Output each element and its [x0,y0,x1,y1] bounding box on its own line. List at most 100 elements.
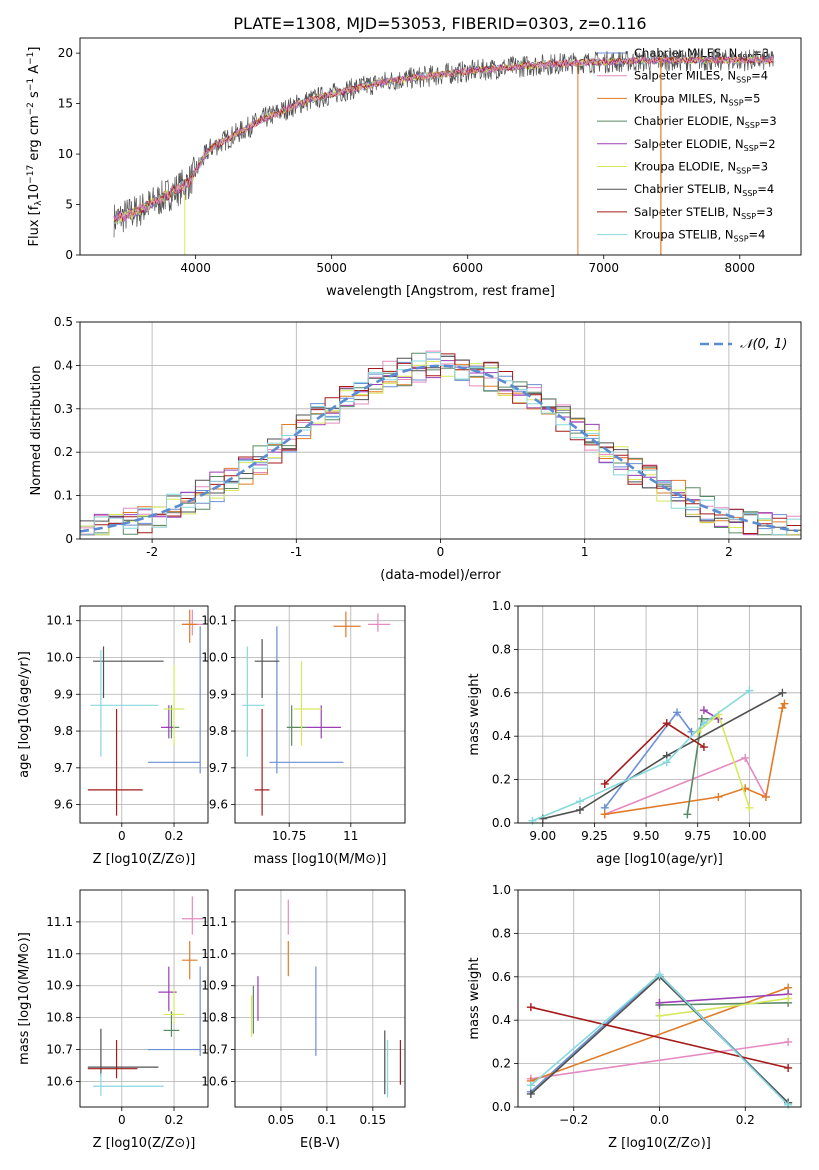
data-point [254,708,270,816]
weight-marker [784,1063,793,1072]
weight-marker [526,1089,535,1098]
weight-marker [699,719,708,728]
y-tick-label: 0.2 [492,1057,511,1071]
y-tick-label: 0.3 [54,402,73,416]
y-tick-label: 0 [65,248,73,262]
weight-marker [778,703,787,712]
x-axis-label: Z [log10(Z/Z⊙)] [93,1136,196,1151]
weight-series [526,1037,793,1083]
y-tick-label: 0.0 [492,1100,511,1114]
weight-marker [575,805,584,814]
x-tick-label: 0.05 [268,1113,295,1127]
data-point [368,613,391,632]
x-tick-label: 0.2 [736,1113,755,1127]
legend-entry: Kroupa MILES, NSSP=5 [634,91,760,107]
y-tick-label: 0.4 [492,1013,511,1027]
y-tick-label: 0.8 [492,926,511,940]
x-tick-label: 0.2 [164,1113,183,1127]
weight-marker [655,1011,664,1020]
axes-frame [517,605,802,824]
data-point [147,966,201,1056]
axes-age_vs_Z: 0 0.2 9.6 9.7 9.8 9.9 10.0 10.1 Z [log10(Z/Z⊙)] a… [17,605,209,867]
y-tick-label: 10.1 [46,614,73,628]
axes-weight_vs_Z: −0.2 0.0 0.2 0.0 0.2 0.4 0.6 0.8 1.0 Z [log10(Z/Z… [467,883,802,1151]
weight-line [659,993,789,1004]
axes-frame [234,889,406,1108]
y-tick-label: 11.1 [46,915,73,929]
x-tick-label: 0.15 [359,1113,386,1127]
y-tick-label: 9.8 [54,724,73,738]
histogram-series [80,360,801,536]
data-point [254,639,280,698]
x-axis-label: Z [log10(Z/Z⊙)] [608,1136,711,1151]
weight-line [530,1006,789,1069]
y-tick-label: 10.0 [201,650,228,664]
x-tick-label: 6000 [452,261,483,275]
weight-marker [528,816,537,825]
x-tick-label: 0.2 [164,829,183,843]
y-tick-label: 0.6 [492,686,511,700]
y-tick-label: 5 [65,198,73,212]
y-tick-label: 11.1 [201,915,228,929]
weight-marker [526,1081,535,1090]
weight-series [600,719,708,788]
legend-entry: Chabrier STELIB, NSSP=4 [634,182,774,198]
y-tick-label: 1.0 [492,883,511,897]
y-tick-label: 10.8 [201,1011,228,1025]
weight-line [532,689,750,822]
x-tick-label: 1 [581,545,589,559]
legend-entry: 𝒩(0, 1) [740,337,787,352]
y-tick-label: 9.7 [54,761,73,775]
weight-marker [600,779,609,788]
data-point [333,611,361,638]
x-axis-label: E(B-V) [300,1136,340,1151]
legend-entry: Salpeter MILES, NSSP=4 [634,69,768,85]
y-tick-label: 10.0 [46,650,73,664]
weight-marker [697,714,706,723]
x-tick-label: 0 [118,1113,126,1127]
data-point [294,661,322,746]
weight-marker [778,688,787,697]
legend-entry: Chabrier ELODIE, NSSP=3 [634,114,777,130]
x-tick-label: 9.75 [684,829,711,843]
weight-marker [662,758,671,767]
y-tick-label: 9.7 [209,761,228,775]
data-point [87,1028,159,1077]
axes-frame [79,37,802,256]
data-point [181,941,198,980]
weight-marker [714,792,723,801]
x-tick-label: 0 [437,545,445,559]
weight-series [683,714,723,819]
y-tick-label: 10.8 [46,1011,73,1025]
y-tick-label: 0.0 [492,816,511,830]
data-point [163,988,185,1025]
weight-marker [683,810,692,819]
y-tick-label: 10.6 [201,1074,228,1088]
y-tick-label: 9.9 [54,687,73,701]
weight-marker [784,1037,793,1046]
x-tick-label: 0 [118,829,126,843]
y-tick-label: 0.8 [492,642,511,656]
y-tick-label: 0.1 [54,489,73,503]
y-axis-label: Normed distribution [29,366,44,496]
y-tick-label: 0.6 [492,970,511,984]
weight-marker [761,792,770,801]
weight-line [659,1002,789,1006]
weight-marker [745,803,754,812]
weight-line [659,997,789,1017]
data-point [90,650,159,757]
x-tick-label: −0.2 [559,1113,588,1127]
weight-marker [673,708,682,717]
weight-line [604,703,786,816]
data-point [87,708,143,816]
data-point [163,1011,180,1037]
data-point [242,646,265,757]
weight-marker [600,810,609,819]
x-tick-label: 4000 [180,261,211,275]
weight-marker [526,1003,535,1012]
weight-marker [655,970,664,979]
x-tick-label: 2 [725,545,733,559]
y-axis-label: mass [log10(M/M⊙)] [17,932,32,1065]
weight-line [542,692,783,820]
